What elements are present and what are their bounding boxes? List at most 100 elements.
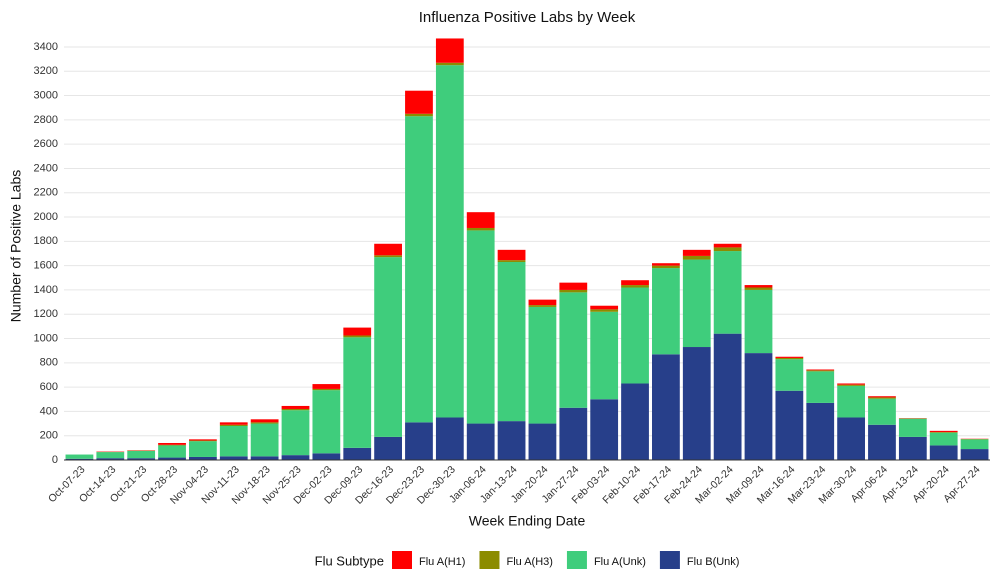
bar-segment bbox=[189, 440, 217, 442]
bar-segment bbox=[405, 113, 433, 117]
bar-segment bbox=[219, 456, 248, 460]
bar-segment bbox=[652, 268, 680, 355]
bar-segment bbox=[497, 260, 526, 262]
bar-segment bbox=[775, 356, 804, 358]
bar-segment bbox=[929, 432, 958, 446]
y-tick-label: 2400 bbox=[34, 162, 58, 174]
legend-swatch bbox=[659, 551, 680, 569]
y-tick-label: 200 bbox=[40, 430, 58, 442]
bar-segment bbox=[652, 354, 680, 460]
y-tick-label: 2800 bbox=[34, 114, 58, 126]
bar-segment bbox=[868, 398, 896, 425]
bar-segment bbox=[65, 458, 94, 460]
bar-segment bbox=[405, 422, 433, 460]
bar-segment bbox=[250, 456, 279, 460]
y-tick-label: 800 bbox=[40, 357, 58, 369]
y-tick-label: 0 bbox=[52, 454, 58, 466]
bar-segment bbox=[466, 212, 495, 228]
bar-segment bbox=[281, 455, 310, 460]
bar-segment bbox=[405, 116, 433, 423]
bar-segment bbox=[652, 265, 680, 269]
bar-segment bbox=[343, 337, 372, 448]
bar-segment bbox=[744, 287, 773, 290]
bar-segment bbox=[158, 444, 186, 446]
bar-segment bbox=[127, 450, 156, 459]
bar-segment bbox=[312, 388, 341, 391]
bar-segment bbox=[590, 305, 619, 310]
bar-segment bbox=[559, 289, 588, 293]
y-tick-label: 3400 bbox=[34, 41, 58, 53]
bar-segment bbox=[621, 287, 649, 384]
bar-segment bbox=[374, 255, 402, 258]
bar-segment bbox=[281, 408, 310, 411]
bar-segment bbox=[929, 430, 958, 433]
y-tick-label: 600 bbox=[40, 381, 58, 393]
bar-segment bbox=[559, 292, 588, 408]
bar-segment bbox=[96, 452, 125, 459]
y-tick-label: 1800 bbox=[34, 235, 58, 247]
bar-segment bbox=[868, 424, 896, 460]
bar-segment bbox=[713, 243, 742, 248]
bar-segment bbox=[960, 449, 989, 460]
bar-segment bbox=[158, 442, 186, 445]
bar-segment bbox=[219, 422, 248, 425]
y-tick-label: 1200 bbox=[34, 308, 58, 320]
bar-segment bbox=[929, 432, 958, 433]
bar-segment bbox=[343, 335, 372, 338]
bar-segment bbox=[806, 369, 835, 371]
bar-segment bbox=[559, 407, 588, 460]
bar-segment bbox=[528, 306, 557, 424]
bar-segment bbox=[837, 384, 865, 386]
bar-segment bbox=[806, 371, 835, 403]
bar-segment bbox=[343, 447, 372, 460]
bar-segment bbox=[497, 421, 526, 460]
legend-label: Flu A(Unk) bbox=[594, 556, 646, 568]
chart-title: Influenza Positive Labs by Week bbox=[419, 9, 636, 26]
bar-segment bbox=[405, 90, 433, 114]
bar-segment bbox=[312, 453, 341, 460]
bar-segment bbox=[713, 247, 742, 252]
bar-segment bbox=[559, 282, 588, 290]
bar-segment bbox=[682, 255, 711, 260]
bar-segment bbox=[435, 62, 464, 66]
bar-segment bbox=[219, 424, 248, 426]
bar-segment bbox=[312, 390, 341, 454]
bar-segment bbox=[189, 456, 217, 460]
y-tick-label: 400 bbox=[40, 405, 58, 417]
bar-segment bbox=[775, 390, 804, 460]
x-axis-title: Week Ending Date bbox=[469, 513, 586, 529]
bar-segment bbox=[744, 353, 773, 460]
legend-title: Flu Subtype bbox=[315, 553, 384, 568]
legend-label: Flu A(H1) bbox=[419, 556, 465, 568]
y-tick-label: 2200 bbox=[34, 187, 58, 199]
bar-segment bbox=[868, 396, 896, 398]
bar-segment bbox=[744, 289, 773, 354]
bar-segment bbox=[682, 259, 711, 348]
bar-segment bbox=[374, 436, 402, 460]
bar-segment bbox=[898, 436, 927, 460]
bar-segment bbox=[898, 418, 927, 437]
bar-segment bbox=[960, 439, 989, 450]
legend-swatch bbox=[479, 551, 500, 569]
bar-segment bbox=[65, 454, 94, 459]
bar-segment bbox=[682, 249, 711, 256]
bar-segment bbox=[435, 38, 464, 63]
bar-segment bbox=[158, 457, 186, 460]
bar-segment bbox=[806, 402, 835, 460]
bar-segment bbox=[868, 397, 896, 399]
bar-segment bbox=[250, 423, 279, 457]
bar-segment bbox=[127, 458, 156, 460]
bar-segment bbox=[590, 311, 619, 400]
bar-segment bbox=[466, 230, 495, 424]
bar-segment bbox=[621, 280, 649, 286]
bar-segment bbox=[466, 227, 495, 231]
bar-segment bbox=[806, 370, 835, 372]
bar-segment bbox=[497, 249, 526, 261]
bar-segment bbox=[775, 357, 804, 360]
bar-segment bbox=[713, 333, 742, 460]
y-tick-label: 3200 bbox=[34, 65, 58, 77]
bar-segment bbox=[744, 285, 773, 288]
bar-segment bbox=[96, 458, 125, 460]
y-tick-label: 2000 bbox=[34, 211, 58, 223]
bar-segment bbox=[497, 261, 526, 422]
